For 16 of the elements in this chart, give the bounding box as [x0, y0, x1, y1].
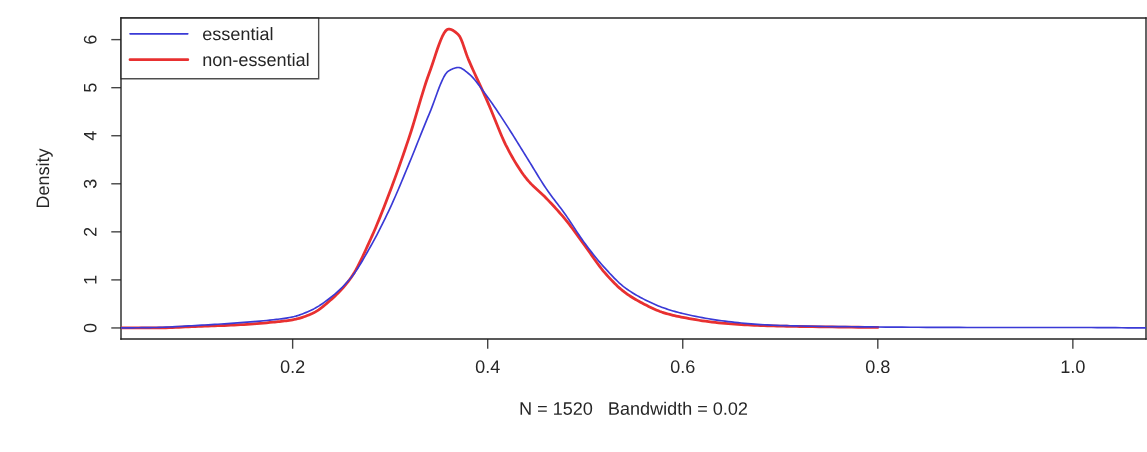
y-tick-label: 0 — [83, 323, 97, 333]
x-tick-label: 0.8 — [865, 360, 890, 374]
y-tick-label: 5 — [84, 83, 97, 92]
x-tick-label: 0.4 — [475, 360, 500, 374]
y-tick-label: 1 — [84, 275, 97, 284]
y-axis-title: Density — [35, 148, 53, 208]
x-tick-label: 0.6 — [670, 360, 695, 374]
y-tick-label: 4 — [84, 131, 97, 141]
y-tick-label: 3 — [83, 179, 97, 189]
x-axis-title: N = 1520 Bandwidth = 0.02 — [520, 401, 748, 415]
x-tick-label: 0.2 — [280, 360, 305, 374]
legend-label: essential — [203, 27, 273, 41]
y-tick-label: 2 — [83, 227, 97, 236]
y-tick-label: 6 — [83, 35, 97, 44]
legend-label: non-essential — [203, 52, 309, 67]
x-tick-label: 1.0 — [1061, 360, 1085, 374]
